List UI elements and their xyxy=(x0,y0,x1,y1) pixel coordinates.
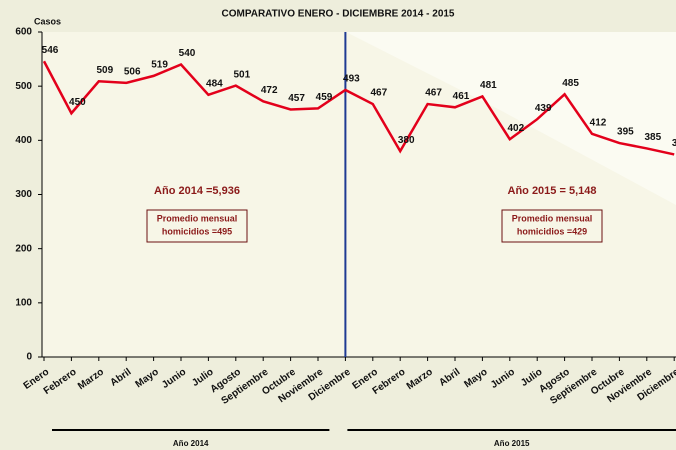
data-label: 461 xyxy=(453,91,470,102)
y-tick-label: 400 xyxy=(15,135,32,146)
data-label: 509 xyxy=(96,65,113,76)
box-text: homicidios =429 xyxy=(517,226,587,236)
data-label: 540 xyxy=(179,48,196,59)
data-label: 457 xyxy=(288,93,305,104)
data-label: 380 xyxy=(398,135,415,146)
data-label: 439 xyxy=(535,103,552,114)
data-label: 467 xyxy=(370,88,387,99)
chart-title: COMPARATIVO ENERO - DICIEMBRE 2014 - 201… xyxy=(221,9,454,20)
data-label: 412 xyxy=(590,117,607,128)
annotation: Año 2014 =5,936 xyxy=(154,185,240,197)
data-label: 467 xyxy=(425,88,442,99)
annotation: Año 2015 = 5,148 xyxy=(508,185,597,197)
y-tick-label: 600 xyxy=(15,27,32,38)
data-label: 374 xyxy=(672,138,676,149)
box-text: Promedio mensual xyxy=(512,213,593,223)
line xyxy=(42,60,675,156)
y-tick-label: 100 xyxy=(15,297,32,308)
group-label: Año 2014 xyxy=(173,439,209,448)
data-label: 459 xyxy=(316,92,333,103)
annotation-box xyxy=(146,209,248,243)
data-label: 493 xyxy=(343,74,360,85)
data-label: 501 xyxy=(233,69,250,80)
group-label: Año 2015 xyxy=(494,439,530,448)
data-label: 506 xyxy=(124,67,141,78)
box-text: Promedio mensual xyxy=(157,213,238,223)
y-label: Casos xyxy=(34,16,61,26)
shade xyxy=(346,32,676,205)
data-label: 385 xyxy=(644,132,661,143)
data-label: 484 xyxy=(206,78,223,89)
y-tick-label: 500 xyxy=(15,81,32,92)
box-text: homicidios =495 xyxy=(162,226,232,236)
y-tick-label: 0 xyxy=(26,352,32,363)
data-label: 450 xyxy=(69,97,86,108)
data-label: 485 xyxy=(562,78,579,89)
data-label: 395 xyxy=(617,127,634,138)
y-tick-label: 300 xyxy=(15,189,32,200)
data-label: 402 xyxy=(507,123,524,134)
data-label: 481 xyxy=(480,80,497,91)
data-label: 472 xyxy=(261,85,278,96)
annotation-box xyxy=(501,209,603,243)
data-label: 519 xyxy=(151,60,168,71)
data-label: 546 xyxy=(42,45,59,56)
y-tick-label: 200 xyxy=(15,243,32,254)
